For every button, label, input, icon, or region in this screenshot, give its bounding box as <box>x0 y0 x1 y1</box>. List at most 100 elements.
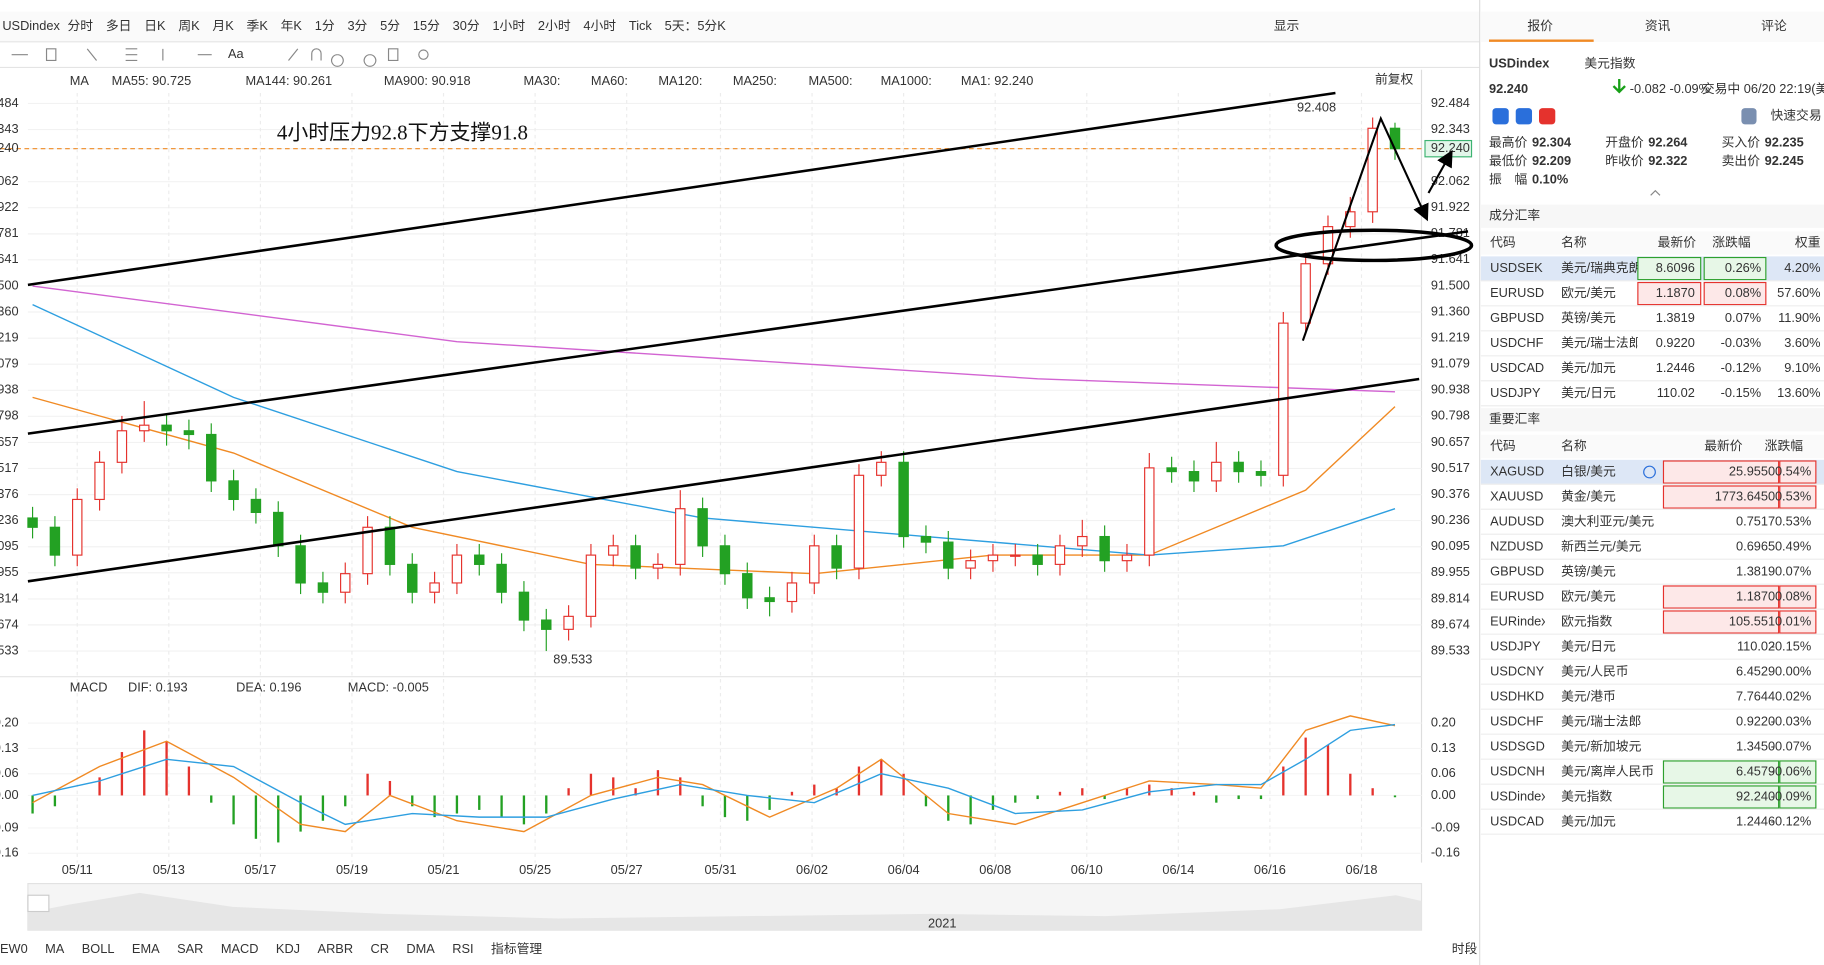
indicator-tab[interactable]: EMA <box>132 941 160 956</box>
row-code[interactable]: GBPUSD <box>1490 563 1544 578</box>
timeline-handle[interactable] <box>27 894 50 913</box>
row-code[interactable]: USDJPY <box>1490 385 1541 400</box>
row-name[interactable]: 新西兰元/美元 <box>1561 538 1641 553</box>
share-icon[interactable] <box>1492 108 1509 125</box>
row-name[interactable]: 欧元指数 <box>1561 613 1612 628</box>
row-code[interactable]: NZDUSD <box>1490 538 1543 553</box>
row-name[interactable]: 美元/人民币 <box>1561 663 1628 678</box>
row-code[interactable]: XAUUSD <box>1490 488 1543 503</box>
quote-change: -0.082 -0.09% <box>1630 81 1710 96</box>
indicator-tab[interactable]: BOLL <box>82 941 115 956</box>
period-tab[interactable]: Tick <box>629 18 653 33</box>
period-tab[interactable]: 30分 <box>453 18 480 33</box>
row-code[interactable]: USDCNY <box>1490 663 1544 678</box>
row-name[interactable]: 欧元/美元 <box>1561 285 1616 300</box>
indicator-tab[interactable]: 指标管理 <box>491 941 542 956</box>
indicator-tab[interactable]: KDJ <box>276 941 300 956</box>
row-code[interactable]: USDCAD <box>1490 360 1544 375</box>
share-icon[interactable] <box>1515 108 1533 125</box>
row-name[interactable]: 美元/瑞士法郎 <box>1561 335 1641 350</box>
share-icon[interactable] <box>1539 108 1556 125</box>
period-tab[interactable]: 周K <box>178 18 200 33</box>
y-tick-label-left: 89.814 <box>0 590 19 605</box>
row-code[interactable]: AUDUSD <box>1490 513 1544 528</box>
period-tab[interactable]: 月K <box>212 18 234 33</box>
indicator-tab[interactable]: CR <box>371 941 389 956</box>
watch-icon[interactable] <box>1643 465 1656 479</box>
period-tab[interactable]: 15分 <box>413 18 440 33</box>
row-code[interactable]: USDindex <box>1490 788 1548 803</box>
candle-body <box>719 545 731 575</box>
period-tab[interactable]: 季K <box>247 18 269 33</box>
indicator-tab[interactable]: MACD <box>221 941 259 956</box>
row-name[interactable]: 美元/离岸人民币 <box>1561 763 1654 778</box>
panel-tab[interactable]: 资讯 <box>1645 18 1671 33</box>
row-name[interactable]: 美元/加元 <box>1561 360 1616 375</box>
row-code[interactable]: USDJPY <box>1490 638 1541 653</box>
row-name[interactable]: 美元/日元 <box>1561 638 1616 653</box>
period-tab[interactable]: 3分 <box>347 18 367 33</box>
change-flash <box>1703 256 1767 281</box>
drawing-tools[interactable] <box>11 48 429 67</box>
row-name[interactable]: 欧元/美元 <box>1561 588 1616 603</box>
row-name[interactable]: 美元指数 <box>1561 788 1612 803</box>
row-name[interactable]: 澳大利亚元/美元 <box>1561 513 1654 528</box>
row-name[interactable]: 英镑/美元 <box>1561 563 1616 578</box>
indicator-tab[interactable]: SAR <box>177 941 203 956</box>
row-name[interactable]: 美元/港币 <box>1561 688 1616 703</box>
session-button[interactable]: 时段 <box>1452 941 1478 956</box>
period-tab[interactable]: 5天：5分K <box>665 18 727 33</box>
display-menu[interactable]: 显示 <box>1274 18 1300 33</box>
row-code[interactable]: USDSEK <box>1490 260 1543 275</box>
indicator-tab[interactable]: RSI <box>452 941 473 956</box>
row-code[interactable]: EURindex <box>1490 613 1548 628</box>
row-name[interactable]: 英镑/美元 <box>1561 310 1616 325</box>
period-tab[interactable]: 年K <box>281 18 303 33</box>
period-tab[interactable]: 4小时 <box>583 18 616 33</box>
indicator-tab[interactable]: ARBR <box>318 941 354 956</box>
indicator-tab[interactable]: MA <box>45 941 65 956</box>
period-tab[interactable]: 多日 <box>106 18 132 33</box>
indicator-tab[interactable]: EW0 <box>0 941 28 956</box>
row-name[interactable]: 白银/美元 <box>1561 463 1616 478</box>
row-name[interactable]: 美元/日元 <box>1561 385 1616 400</box>
alert-icon[interactable] <box>1741 108 1757 125</box>
row-name[interactable]: 美元/瑞典克朗 <box>1561 260 1641 275</box>
row-code[interactable]: USDCNH <box>1490 763 1545 778</box>
period-tab[interactable]: 2小时 <box>538 18 571 33</box>
panel-tab[interactable]: 评论 <box>1761 18 1787 33</box>
row-price: 0.9220 <box>1736 713 1775 728</box>
panel-tab[interactable]: 报价 <box>1527 18 1553 33</box>
indicator-tab[interactable]: DMA <box>406 941 435 956</box>
period-tab[interactable]: 1分 <box>315 18 335 33</box>
candle-body <box>94 461 105 501</box>
row-name[interactable]: 美元/瑞士法郎 <box>1561 713 1641 728</box>
period-tab[interactable]: 分时 <box>67 18 93 33</box>
row-change: 0.07% <box>1775 563 1811 578</box>
row-name[interactable]: 美元/新加坡元 <box>1561 738 1641 753</box>
row-name[interactable]: 黄金/美元 <box>1561 488 1616 503</box>
row-code[interactable]: USDSGD <box>1490 738 1545 753</box>
row-code[interactable]: XAGUSD <box>1490 463 1544 478</box>
ma-line <box>32 285 1396 393</box>
period-tab[interactable]: 日K <box>144 18 166 33</box>
quick-trade[interactable]: 快速交易 <box>1770 108 1821 123</box>
change-flash <box>1779 485 1817 509</box>
row-code[interactable]: EURUSD <box>1490 588 1544 603</box>
row-code[interactable]: USDCAD <box>1490 813 1544 828</box>
period-tab[interactable]: 5分 <box>380 18 400 33</box>
y-tick-label: 90.376 <box>1431 486 1470 501</box>
tool-aa[interactable]: Aa <box>228 46 245 61</box>
row-code[interactable]: USDCHF <box>1490 713 1543 728</box>
row-weight: 11.90% <box>1778 310 1820 325</box>
row-code[interactable]: EURUSD <box>1490 285 1544 300</box>
collapse-icon[interactable] <box>1650 189 1661 196</box>
x-tick-label: 05/19 <box>336 862 368 877</box>
period-tab[interactable]: 1小时 <box>492 18 525 33</box>
row-name[interactable]: 美元/加元 <box>1561 813 1616 828</box>
row-code[interactable]: GBPUSD <box>1490 310 1544 325</box>
row-code[interactable]: USDHKD <box>1490 688 1544 703</box>
row-code[interactable]: USDCHF <box>1490 335 1543 350</box>
adjust-button[interactable]: 前复权 <box>1375 72 1414 87</box>
tool-icons[interactable] <box>11 48 429 67</box>
